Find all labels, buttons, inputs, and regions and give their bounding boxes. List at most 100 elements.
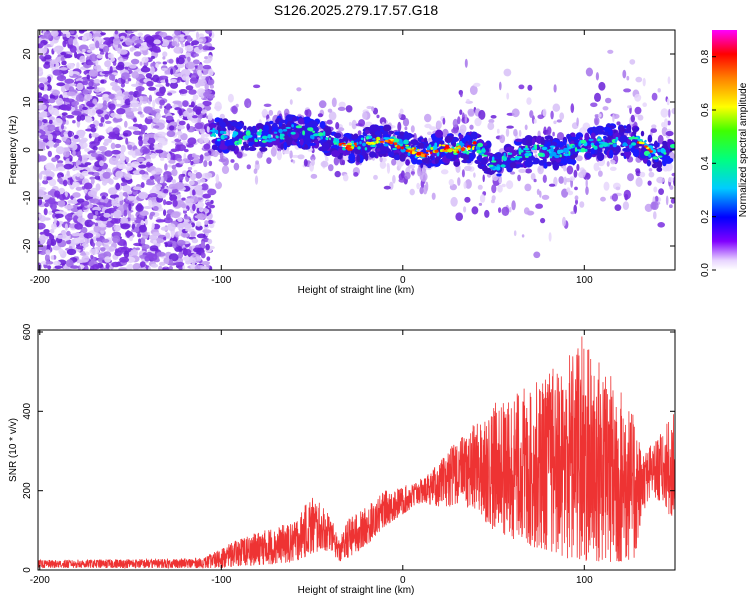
- noise-speckle: [82, 48, 86, 53]
- signal-speckle: [469, 124, 474, 130]
- noise-speckle: [108, 131, 116, 137]
- noise-speckle: [178, 251, 184, 259]
- noise-speckle: [154, 49, 161, 53]
- ridge-core: [580, 139, 587, 144]
- ridge-core: [256, 131, 262, 136]
- noise-speckle: [122, 132, 129, 137]
- noise-speckle: [171, 40, 178, 47]
- ridge-blob: [632, 148, 640, 157]
- noise-speckle: [55, 97, 64, 106]
- ridge-blob: [423, 137, 428, 143]
- signal-speckle: [215, 174, 220, 184]
- noise-speckle: [142, 148, 150, 154]
- ridge-core: [254, 139, 259, 143]
- noise-speckle: [202, 100, 212, 107]
- noise-speckle: [135, 150, 141, 156]
- signal-speckle: [629, 59, 636, 65]
- noise-speckle: [195, 184, 203, 191]
- noise-speckle: [185, 52, 192, 59]
- noise-speckle: [186, 205, 190, 210]
- noise-speckle: [48, 119, 53, 124]
- noise-speckle: [86, 49, 93, 53]
- noise-speckle: [132, 170, 141, 175]
- noise-speckle: [179, 34, 185, 38]
- noise-speckle: [114, 143, 122, 149]
- noise-speckle: [150, 152, 157, 159]
- noise-speckle: [195, 108, 202, 115]
- noise-speckle: [187, 166, 193, 171]
- signal-speckle: [651, 92, 658, 101]
- noise-speckle: [140, 66, 151, 73]
- spectrogram-ytick-label: -10: [22, 190, 33, 205]
- noise-speckle: [183, 110, 190, 117]
- noise-speckle: [196, 233, 206, 239]
- noise-speckle: [120, 223, 131, 230]
- noise-speckle: [153, 206, 159, 211]
- noise-speckle: [130, 217, 137, 221]
- noise-speckle: [207, 79, 214, 86]
- signal-speckle: [533, 251, 541, 259]
- noise-speckle: [93, 79, 101, 84]
- noise-speckle: [156, 251, 166, 257]
- signal-speckle: [553, 120, 557, 125]
- ridge-blob: [640, 130, 645, 137]
- ridge-blob: [227, 123, 232, 131]
- ridge-core: [328, 137, 331, 141]
- noise-speckle: [155, 63, 159, 68]
- noise-speckle: [201, 261, 211, 265]
- ridge-blob: [280, 143, 284, 150]
- signal-speckle: [566, 187, 571, 193]
- noise-speckle: [143, 106, 153, 114]
- noise-speckle: [154, 174, 161, 182]
- colorbar-tick-label: 0.8: [700, 49, 711, 63]
- noise-speckle: [185, 61, 196, 69]
- noise-speckle: [143, 133, 150, 142]
- ridge-hotspot: [438, 144, 442, 147]
- noise-speckle: [120, 217, 129, 225]
- noise-speckle: [98, 145, 107, 152]
- noise-speckle: [120, 35, 126, 39]
- noise-speckle: [78, 164, 88, 168]
- ridge-blob: [453, 161, 461, 166]
- noise-speckle: [123, 209, 128, 217]
- ridge-core: [342, 147, 347, 151]
- noise-speckle: [164, 242, 168, 248]
- ridge-blob: [279, 119, 287, 124]
- ridge-core: [365, 136, 369, 140]
- noise-speckle: [68, 37, 73, 45]
- signal-speckle: [331, 97, 337, 108]
- ridge-blob: [470, 131, 478, 140]
- ridge-blob: [634, 126, 640, 131]
- ridge-hotspot: [434, 149, 439, 153]
- noise-speckle: [128, 91, 135, 96]
- ridge-blob: [211, 144, 218, 151]
- noise-speckle: [188, 180, 195, 186]
- signal-speckle: [270, 146, 277, 157]
- noise-speckle: [39, 55, 44, 60]
- noise-speckle: [40, 87, 45, 91]
- signal-speckle: [253, 168, 258, 174]
- noise-speckle: [196, 213, 206, 220]
- signal-speckle: [257, 151, 262, 157]
- noise-speckle: [191, 153, 196, 158]
- noise-speckle: [168, 58, 174, 64]
- noise-speckle: [61, 85, 66, 93]
- noise-speckle: [132, 130, 142, 135]
- signal-speckle: [463, 206, 467, 213]
- noise-speckle: [203, 59, 212, 64]
- signal-speckle: [559, 112, 565, 120]
- ridge-blob: [377, 151, 387, 155]
- noise-speckle: [89, 123, 96, 129]
- ridge-blob: [351, 135, 358, 140]
- noise-speckle: [191, 40, 200, 46]
- noise-speckle: [53, 47, 60, 52]
- noise-speckle: [90, 178, 95, 184]
- ridge-hotspot: [353, 142, 357, 146]
- colorbar-tick-label: 0.6: [700, 103, 711, 117]
- noise-speckle: [133, 117, 137, 123]
- noise-speckle: [84, 94, 93, 101]
- signal-speckle: [325, 156, 329, 162]
- ridge-blob: [364, 153, 369, 162]
- noise-speckle: [172, 240, 177, 249]
- noise-speckle: [158, 75, 169, 80]
